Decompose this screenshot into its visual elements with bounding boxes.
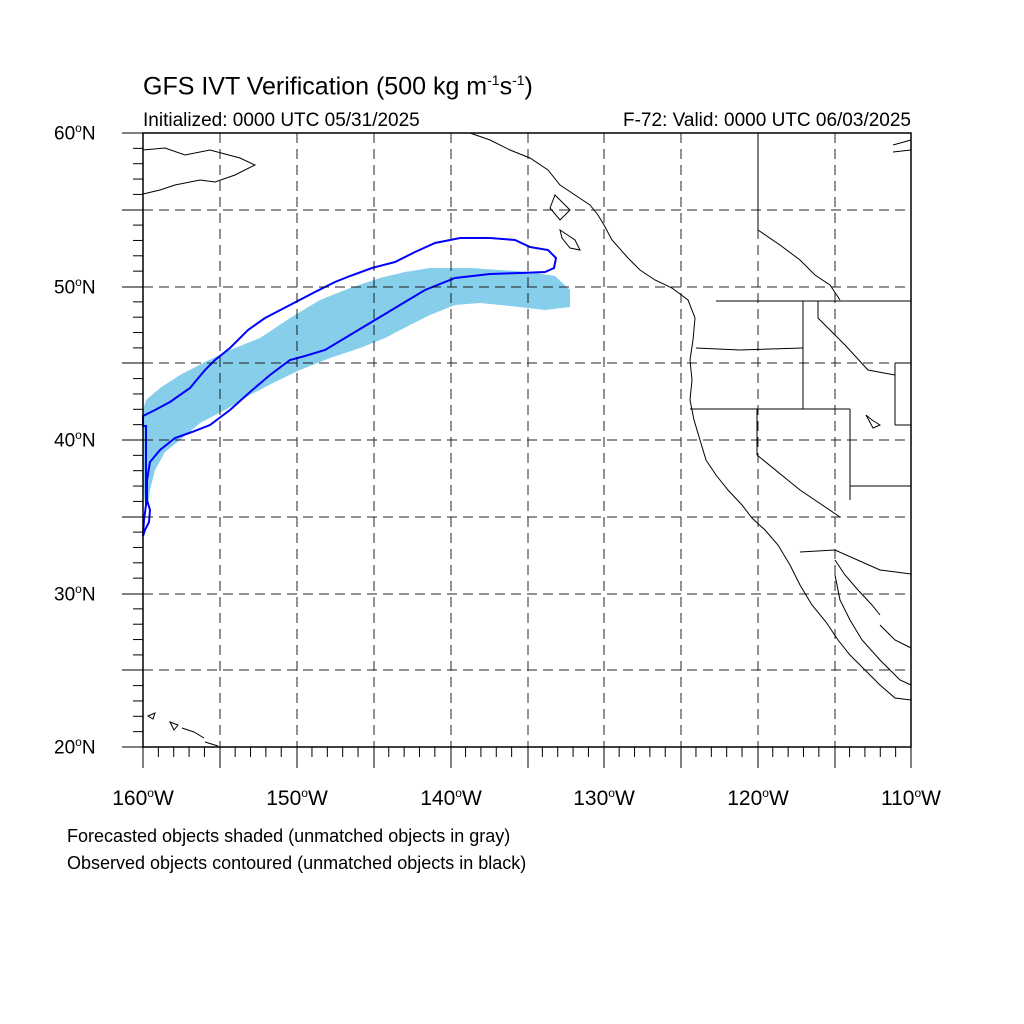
valid-time-label: F-72: Valid: 0000 UTC 06/03/2025 bbox=[623, 110, 911, 131]
observed-note: Observed objects contoured (unmatched ob… bbox=[67, 853, 527, 873]
chart-title: GFS IVT Verification (500 kg m-1s-1) bbox=[143, 72, 533, 101]
lat-label-40n: 40oN bbox=[54, 428, 96, 452]
lon-label-160w: 160oW bbox=[112, 786, 174, 810]
initialized-label: Initialized: 0000 UTC 05/31/2025 bbox=[143, 110, 420, 131]
lat-label-30n: 30oN bbox=[54, 582, 96, 606]
political-boundaries bbox=[690, 133, 912, 575]
observed-object-contour bbox=[142, 237, 558, 537]
graticule bbox=[143, 133, 911, 747]
lon-label-110w: 110oW bbox=[881, 786, 941, 810]
lat-label-20n: 20oN bbox=[54, 735, 96, 759]
forecast-object-shading bbox=[143, 268, 570, 505]
coastlines bbox=[142, 132, 912, 747]
lon-label-140w: 140oW bbox=[420, 786, 482, 810]
forecast-note: Forecasted objects shaded (unmatched obj… bbox=[67, 826, 511, 846]
axis-ticks bbox=[122, 132, 912, 768]
lon-label-150w: 150oW bbox=[266, 786, 328, 810]
lon-label-120w: 120oW bbox=[727, 786, 789, 810]
minor-ticks bbox=[133, 147, 897, 757]
lon-label-130w: 130oW bbox=[573, 786, 635, 810]
lat-label-60n: 60oN bbox=[54, 121, 96, 145]
lat-label-50n: 50oN bbox=[54, 275, 96, 299]
